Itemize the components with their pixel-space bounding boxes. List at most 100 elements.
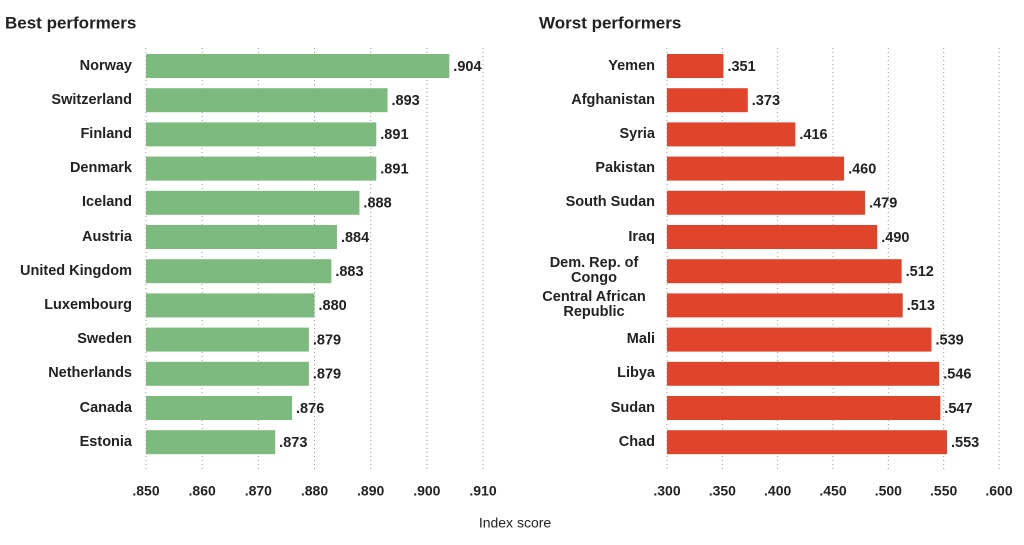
category-label: Syria [533,117,655,151]
value-label: .880 [319,298,347,314]
category-text: Mali [626,331,655,348]
value-label: .479 [869,196,897,212]
category-label: Libya [533,357,655,391]
category-label: Yemen [533,49,655,83]
category-text: United Kingdom [20,262,132,279]
category-text: Switzerland [51,91,132,108]
value-label: .546 [943,367,971,383]
value-label: .490 [881,230,909,246]
x-tick-label: .890 [357,483,384,499]
x-tick-label: .350 [709,483,736,499]
category-label: Switzerland [2,83,132,117]
x-tick-label: .500 [875,483,902,499]
value-label: .547 [944,401,972,417]
bar [667,430,947,455]
category-label: Iraq [533,220,655,254]
bar [146,361,309,386]
category-label: Denmark [2,152,132,186]
bar [667,122,796,147]
value-label: .873 [279,435,307,451]
x-tick-label: .400 [764,483,791,499]
value-label: .888 [363,196,391,212]
value-label: .539 [935,332,963,348]
bar [146,327,309,352]
category-text: Netherlands [48,365,132,382]
x-tick-label: .910 [469,483,496,499]
category-text: Dem. Rep. of Congo [549,255,639,287]
bar [146,122,377,147]
category-text: Sudan [610,399,655,416]
value-label: .883 [335,264,363,280]
value-label: .460 [848,161,876,177]
value-label: .879 [313,367,341,383]
category-text: Estonia [79,433,132,450]
category-label: Luxembourg [2,288,132,322]
category-label: Netherlands [2,357,132,391]
bar [667,259,902,284]
chart-title: Best performers [5,13,136,32]
value-label: .891 [380,127,408,143]
category-label: Austria [2,220,132,254]
value-label: .876 [296,401,324,417]
category-label: Sweden [2,323,132,357]
x-tick-label: .300 [653,483,680,499]
bar [667,396,941,420]
value-label: .553 [951,435,979,451]
bar [667,156,845,181]
value-label: .884 [341,230,369,246]
category-text: Pakistan [595,160,655,177]
category-label: South Sudan [533,186,655,220]
category-text: Libya [617,365,655,382]
x-tick-label: .600 [985,483,1012,499]
category-text: South Sudan [565,194,655,211]
category-label: Pakistan [533,152,655,186]
value-label: .416 [799,127,827,143]
category-text: Iraq [628,228,655,245]
category-label: Canada [2,391,132,425]
category-label: Mali [533,323,655,357]
value-label: .893 [392,93,420,109]
category-text: Chad [618,433,655,450]
bar [667,54,724,78]
x-tick-label: .870 [245,483,272,499]
value-label: .373 [752,93,780,109]
bar [667,190,866,215]
bar [146,430,276,455]
category-label: Sudan [533,391,655,425]
category-text: Afghanistan [571,91,655,108]
category-label: Estonia [2,425,132,459]
value-label: .513 [907,298,935,314]
bar [146,190,360,215]
bar [146,156,377,181]
category-text: Central African Republic [542,289,646,321]
x-tick-label: .550 [930,483,957,499]
category-text: Canada [79,399,132,416]
category-text: Sweden [77,331,132,348]
bar [146,259,332,284]
bar [146,88,388,113]
x-tick-label: .880 [301,483,328,499]
value-label: .351 [727,59,755,75]
chart-title: Worst performers [539,13,681,32]
category-text: Syria [619,125,655,142]
bar [667,327,932,352]
category-text: Denmark [69,160,132,177]
x-tick-label: .450 [819,483,846,499]
bar [667,225,878,249]
category-label: Dem. Rep. of Congo [533,254,655,288]
category-label: United Kingdom [2,254,132,288]
category-text: Luxembourg [44,296,132,313]
x-tick-label: .850 [132,483,159,499]
category-text: Austria [82,228,132,245]
category-text: Yemen [608,57,655,74]
bar [667,361,940,386]
category-text: Finland [80,125,132,142]
category-label: Central African Republic [533,288,655,322]
category-label: Norway [2,49,132,83]
bar [667,88,748,113]
category-label: Chad [533,425,655,459]
bar [146,225,337,249]
value-label: .904 [453,59,481,75]
category-text: Iceland [82,194,132,211]
